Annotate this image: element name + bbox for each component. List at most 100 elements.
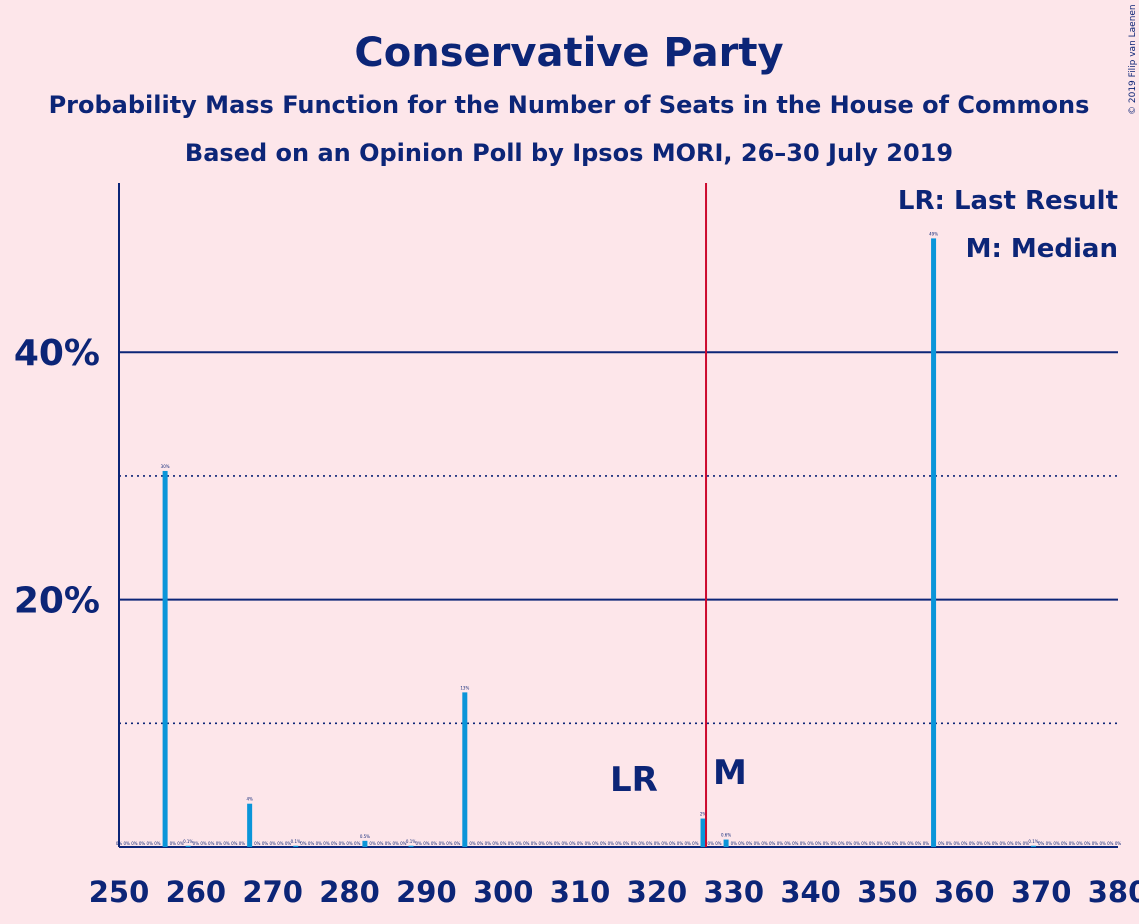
bar-seat-267 — [247, 803, 253, 847]
zero-label-286: 0% — [392, 841, 399, 846]
zero-label-355: 0% — [923, 841, 930, 846]
bar-seat-273 — [293, 845, 299, 847]
zero-label-260: 0% — [193, 841, 200, 846]
bar-label-256: 30% — [161, 464, 170, 469]
zero-label-379: 0% — [1107, 841, 1114, 846]
zero-label-380: 0% — [1115, 841, 1122, 846]
bar-label-259: 0.1% — [183, 839, 193, 844]
bar-seat-282 — [362, 840, 368, 847]
x-tick-label-2: 270 — [242, 875, 303, 909]
x-tick-label-12: 370 — [1011, 875, 1072, 909]
zero-label-251: 0% — [124, 841, 131, 846]
zero-label-262: 0% — [208, 841, 215, 846]
zero-label-375: 0% — [1076, 841, 1083, 846]
zero-label-378: 0% — [1099, 841, 1106, 846]
x-tick-label-13: 380 — [1088, 875, 1139, 909]
bar-label-282: 0.5% — [360, 834, 370, 839]
chart-title: Conservative Party — [354, 30, 783, 76]
bar-label-329: 0.6% — [721, 833, 731, 838]
x-tick-label-3: 280 — [319, 875, 380, 909]
zero-label-250: 0% — [116, 841, 123, 846]
copyright-notice: © 2019 Filip van Laenen — [1128, 4, 1138, 115]
zero-label-319: 0% — [646, 841, 653, 846]
zero-label-320: 0% — [654, 841, 661, 846]
zero-label-272: 0% — [285, 841, 292, 846]
zero-label-339: 0% — [800, 841, 807, 846]
zero-label-334: 0% — [761, 841, 768, 846]
zero-label-276: 0% — [316, 841, 323, 846]
zero-label-371: 0% — [1046, 841, 1053, 846]
zero-label-342: 0% — [823, 841, 830, 846]
zero-label-291: 0% — [431, 841, 438, 846]
zero-label-290: 0% — [423, 841, 430, 846]
median-marker: M — [713, 753, 747, 793]
zero-label-360: 0% — [961, 841, 968, 846]
zero-label-325: 0% — [692, 841, 699, 846]
x-tick-label-6: 310 — [550, 875, 611, 909]
x-tick-label-10: 350 — [857, 875, 918, 909]
zero-label-307: 0% — [554, 841, 561, 846]
zero-label-269: 0% — [262, 841, 269, 846]
zero-label-318: 0% — [638, 841, 645, 846]
zero-label-309: 0% — [569, 841, 576, 846]
bar-seat-256 — [162, 470, 168, 847]
zero-label-293: 0% — [446, 841, 453, 846]
zero-label-364: 0% — [992, 841, 999, 846]
zero-label-252: 0% — [131, 841, 138, 846]
zero-label-341: 0% — [815, 841, 822, 846]
bar-seat-329 — [723, 839, 729, 847]
zero-label-370: 0% — [1038, 841, 1045, 846]
bar-label-369: 0.1% — [1028, 839, 1038, 844]
zero-label-315: 0% — [615, 841, 622, 846]
zero-label-374: 0% — [1069, 841, 1076, 846]
zero-label-353: 0% — [907, 841, 914, 846]
bar-seat-369 — [1030, 845, 1036, 847]
zero-label-349: 0% — [877, 841, 884, 846]
zero-label-311: 0% — [585, 841, 592, 846]
last-result-marker: LR — [610, 760, 658, 800]
zero-label-372: 0% — [1053, 841, 1060, 846]
zero-label-303: 0% — [523, 841, 530, 846]
zero-label-352: 0% — [900, 841, 907, 846]
zero-label-313: 0% — [600, 841, 607, 846]
bar-seat-356 — [931, 238, 937, 847]
zero-label-271: 0% — [277, 841, 284, 846]
zero-label-344: 0% — [838, 841, 845, 846]
zero-label-285: 0% — [385, 841, 392, 846]
zero-label-287: 0% — [400, 841, 407, 846]
y-tick-label-0: 20% — [14, 581, 100, 622]
legend-last-result: LR: Last Result — [898, 186, 1118, 216]
zero-label-363: 0% — [984, 841, 991, 846]
zero-label-338: 0% — [792, 841, 799, 846]
zero-label-265: 0% — [231, 841, 238, 846]
zero-label-268: 0% — [254, 841, 261, 846]
zero-label-362: 0% — [976, 841, 983, 846]
zero-label-323: 0% — [677, 841, 684, 846]
zero-label-327: 0% — [708, 841, 715, 846]
zero-label-297: 0% — [477, 841, 484, 846]
bar-label-356: 49% — [929, 231, 938, 236]
x-tick-label-4: 290 — [396, 875, 457, 909]
zero-label-336: 0% — [777, 841, 784, 846]
zero-label-300: 0% — [500, 841, 507, 846]
zero-label-289: 0% — [416, 841, 423, 846]
zero-label-277: 0% — [323, 841, 330, 846]
zero-label-377: 0% — [1092, 841, 1099, 846]
zero-label-335: 0% — [769, 841, 776, 846]
zero-label-314: 0% — [608, 841, 615, 846]
zero-label-294: 0% — [454, 841, 461, 846]
zero-label-322: 0% — [669, 841, 676, 846]
zero-label-266: 0% — [239, 841, 246, 846]
zero-label-366: 0% — [1007, 841, 1014, 846]
bar-seat-326 — [700, 818, 706, 847]
zero-label-281: 0% — [354, 841, 361, 846]
x-tick-label-11: 360 — [934, 875, 995, 909]
zero-label-358: 0% — [946, 841, 953, 846]
zero-label-280: 0% — [346, 841, 353, 846]
zero-label-263: 0% — [216, 841, 223, 846]
zero-label-324: 0% — [684, 841, 691, 846]
zero-label-332: 0% — [746, 841, 753, 846]
zero-label-361: 0% — [969, 841, 976, 846]
zero-label-258: 0% — [177, 841, 184, 846]
bar-seat-288 — [408, 845, 414, 847]
